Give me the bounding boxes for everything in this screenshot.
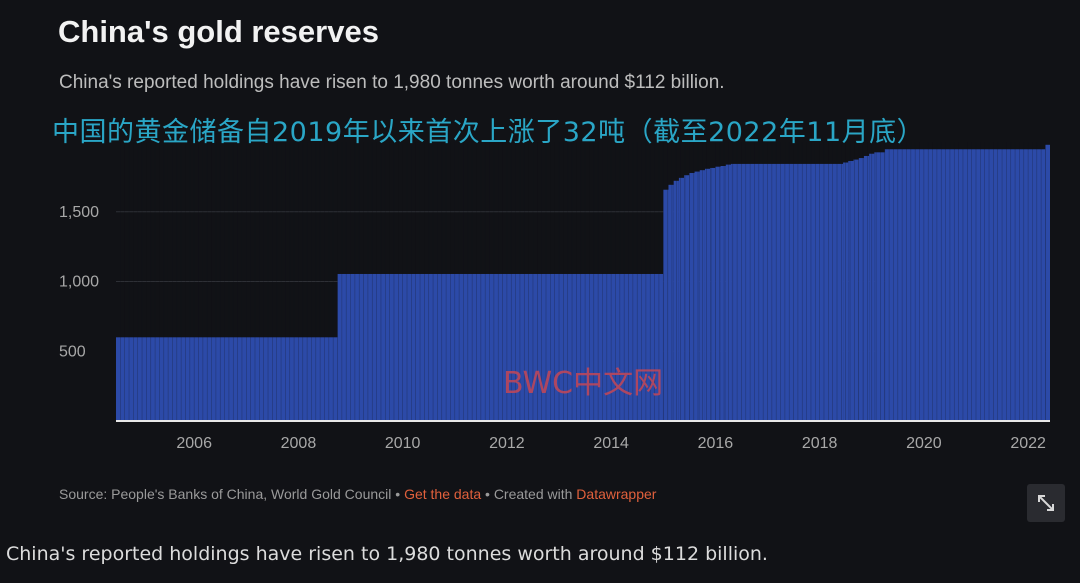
bar-segment: [848, 160, 854, 422]
chart-plot: 500 1,000 1,500 2006 2008 2010 2012 2014 2016 201…: [59, 142, 1050, 452]
bar-segment: [668, 184, 674, 421]
bar-segment: [853, 159, 859, 421]
bar-segment: [694, 171, 700, 421]
bar-segment: [725, 164, 732, 421]
bar-segment: [337, 273, 664, 421]
x-tick-label: 2012: [489, 435, 525, 452]
bar-segment: [863, 155, 870, 421]
image-caption: China's reported holdings have risen to …: [6, 543, 768, 565]
chart-title: China's gold reserves: [58, 14, 379, 49]
separator: •: [481, 486, 494, 502]
axes: 500 1,000 1,500 2006 2008 2010 2012 2014 2016 201…: [59, 204, 1050, 452]
created-with-text: Created with: [493, 486, 573, 502]
x-tick-label: 2022: [1010, 435, 1046, 452]
x-tick-label: 2006: [176, 435, 212, 452]
expand-arrows-icon: [1038, 495, 1054, 511]
x-tick-label: 2018: [802, 435, 838, 452]
bar-segment: [874, 152, 885, 421]
bar-segment: [869, 153, 875, 421]
bar-segment: [1045, 144, 1050, 422]
bar-segment: [699, 170, 705, 421]
x-tick-label: 2010: [385, 435, 421, 452]
get-the-data-link[interactable]: Get the data: [404, 486, 482, 502]
y-tick-label: 1,000: [59, 274, 99, 291]
bar-segment: [715, 166, 721, 421]
bar-segment: [678, 177, 685, 421]
datawrapper-link[interactable]: Datawrapper: [576, 486, 657, 502]
expand-button[interactable]: [1027, 484, 1065, 522]
y-tick-label: 1,500: [59, 204, 99, 221]
separator: •: [391, 486, 405, 502]
bar-segment: [663, 189, 669, 421]
x-tick-label: 2020: [906, 435, 942, 452]
overlay-annotation: 中国的黄金储备自2019年以来首次上涨了32吨（截至2022年11月底）: [52, 117, 925, 148]
bar-segment: [689, 172, 695, 421]
bar-segment: [673, 180, 679, 421]
chart-footer: Source: People's Banks of China, World G…: [59, 486, 656, 502]
bar-segment: [843, 162, 849, 421]
bar-segment: [704, 168, 711, 421]
bar-segment: [731, 163, 844, 422]
x-tick-label: 2016: [698, 435, 734, 452]
bar-segment: [858, 158, 864, 422]
bar-segment: [116, 337, 338, 421]
x-tick-label: 2008: [281, 435, 317, 452]
chart-subtitle: China's reported holdings have risen to …: [59, 72, 725, 93]
watermark: BWC中文网: [503, 366, 664, 401]
bar-segment: [710, 167, 716, 421]
x-tick-label: 2014: [593, 435, 629, 452]
bar-segment: [884, 149, 1046, 421]
source-text: Source: People's Banks of China, World G…: [59, 486, 392, 502]
bar-striping: [120, 142, 1046, 421]
bar-segment: [720, 165, 726, 421]
bars: [116, 142, 1050, 422]
y-tick-label: 500: [59, 343, 86, 360]
bar-segment: [684, 175, 690, 421]
